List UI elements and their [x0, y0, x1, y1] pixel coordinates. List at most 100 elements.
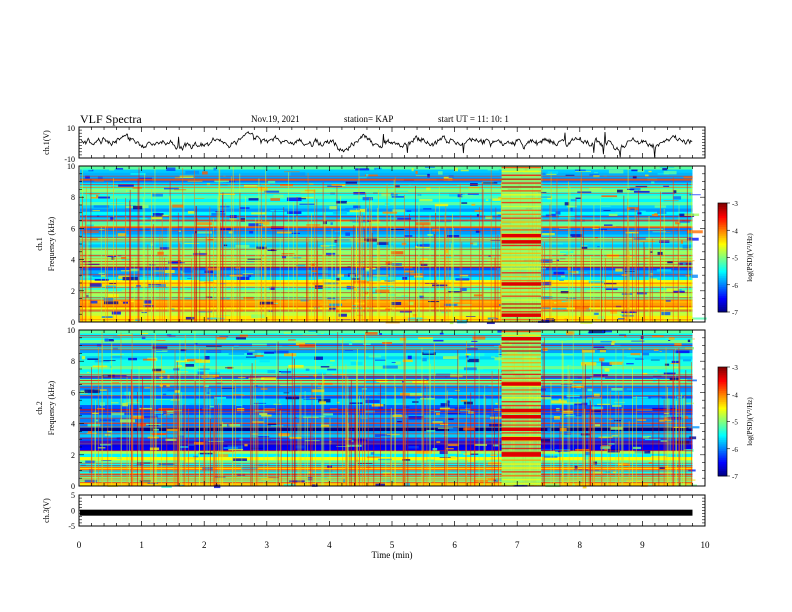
heatmap-cell — [143, 276, 154, 278]
sferic-streak — [556, 178, 558, 322]
heatmap-cell — [81, 275, 93, 280]
heatmap-cell — [446, 412, 461, 415]
sferic-streak — [663, 399, 665, 486]
heatmap-cell — [187, 277, 192, 279]
heatmap-cell — [411, 168, 414, 172]
heatmap-cell — [332, 186, 347, 189]
heatmap-cell — [99, 228, 105, 230]
sferic-streak — [691, 179, 693, 322]
heatmap-cell — [492, 198, 501, 201]
sferic-streak — [590, 255, 591, 322]
sferic-streak — [549, 204, 551, 322]
colorbar-swatch — [718, 383, 727, 386]
sferic-streak — [340, 206, 341, 322]
heatmap-cell — [604, 368, 610, 372]
sferic-streak — [582, 347, 584, 486]
sferic-streak — [299, 392, 301, 486]
heatmap-cell — [415, 246, 430, 248]
sferic-streak — [609, 390, 611, 486]
sferic-streak — [568, 181, 570, 322]
sferic-streak — [151, 338, 153, 486]
sferic-streak — [601, 360, 603, 486]
heatmap-cell — [300, 401, 308, 403]
freq-band — [80, 234, 693, 238]
heatmap-cell — [422, 318, 428, 320]
sferic-streak — [161, 354, 163, 486]
sferic-streak — [113, 178, 114, 322]
sferic-streak — [461, 241, 463, 322]
heatmap-cell — [650, 273, 654, 276]
heatmap-cell — [395, 403, 406, 405]
sferic-streak — [403, 194, 405, 322]
sferic-streak — [142, 197, 144, 322]
heatmap-cell — [101, 274, 106, 277]
heatmap-cell — [141, 336, 146, 340]
colorbar-swatch — [718, 277, 727, 280]
heatmap-cell — [99, 443, 111, 446]
colorbar-swatch — [718, 297, 727, 300]
heatmap-cell — [97, 176, 103, 180]
burst-line — [501, 424, 541, 426]
heatmap-cell — [264, 351, 275, 354]
heatmap-cell — [378, 458, 393, 461]
sferic-streak — [178, 241, 180, 322]
heatmap-cell — [547, 428, 552, 432]
heatmap-cell — [109, 365, 113, 369]
heatmap-cell — [408, 184, 411, 186]
heatmap-cell — [368, 354, 382, 358]
sferic-streak — [494, 414, 495, 486]
heatmap-cell — [85, 224, 94, 228]
heatmap-cell — [318, 398, 331, 403]
heatmap-cell — [537, 196, 552, 198]
sferic-streak — [394, 374, 396, 486]
heatmap-cell — [302, 247, 306, 249]
sferic-streak — [433, 342, 435, 486]
heatmap-cell — [290, 172, 306, 176]
heatmap-cell — [420, 263, 428, 266]
heatmap-cell — [87, 423, 101, 427]
heatmap-cell — [687, 339, 691, 343]
colorbar-swatch — [718, 215, 727, 218]
sferic-streak — [643, 241, 645, 322]
colorbar-swatch — [718, 390, 727, 393]
heatmap-cell — [424, 166, 435, 168]
ch2-ylabel: ch.2 — [35, 401, 44, 415]
burst-line — [501, 213, 541, 215]
heatmap-cell — [218, 454, 229, 457]
heatmap-cell — [443, 356, 459, 360]
heatmap-cell — [690, 338, 695, 340]
sferic-streak — [390, 214, 392, 322]
heatmap-cell — [382, 211, 398, 214]
start-time-label: start UT = 11: 10: 1 — [438, 114, 509, 124]
heatmap-cell — [202, 171, 208, 175]
colorbar-swatch — [718, 213, 727, 217]
colorbar-swatch — [718, 268, 727, 271]
burst-line — [501, 311, 541, 313]
ch3-ytick-label: -5 — [68, 522, 75, 531]
heatmap-cell — [563, 310, 567, 311]
heatmap-cell — [111, 412, 125, 416]
colorbar-swatch — [718, 248, 727, 251]
sferic-streak — [356, 377, 358, 486]
harmonic-line — [80, 192, 693, 194]
heatmap-cell — [577, 272, 588, 274]
sferic-streak — [356, 360, 357, 486]
heatmap-cell — [195, 359, 211, 363]
heatmap-cell — [603, 263, 613, 267]
colorbar-swatch — [718, 281, 727, 284]
heatmap-cell — [344, 349, 353, 351]
burst-line — [501, 264, 541, 266]
heatmap-cell — [121, 257, 127, 260]
sferic-streak — [466, 341, 468, 486]
colorbar-swatch — [718, 282, 727, 286]
colorbar-swatch — [718, 266, 727, 269]
sferic-streak — [588, 413, 590, 486]
heatmap-cell — [418, 261, 422, 264]
sferic-streak — [272, 212, 274, 322]
heatmap-cell — [323, 413, 334, 416]
heatmap-cell — [288, 364, 304, 368]
heatmap-cell — [342, 479, 346, 483]
heatmap-cell — [149, 447, 160, 451]
colorbar-swatch — [718, 445, 727, 448]
heatmap-cell — [418, 336, 433, 340]
